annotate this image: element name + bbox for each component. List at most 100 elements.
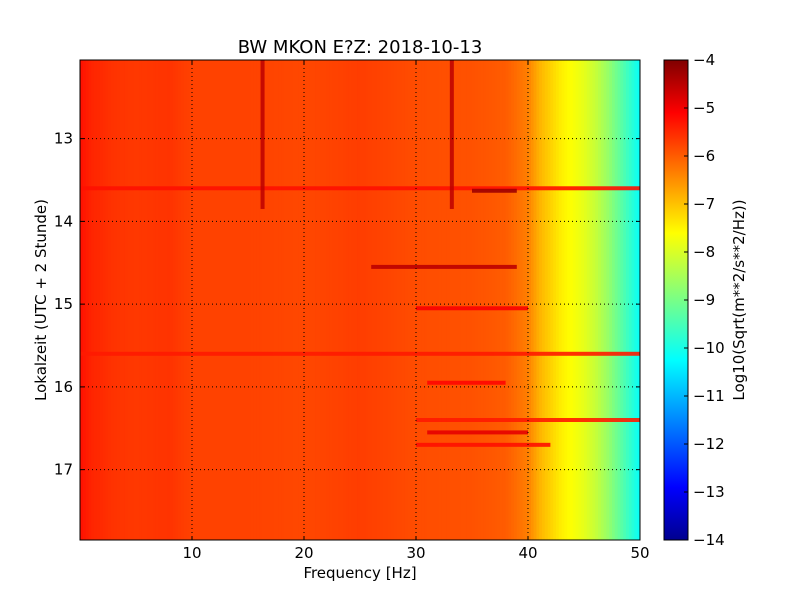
heatmap-column — [346, 60, 350, 540]
x-tick-label: 50 — [630, 544, 649, 562]
colorbar-tick-label: −14 — [693, 531, 725, 549]
colorbar-tick-label: −9 — [693, 291, 715, 309]
colorbar-tick-label: −13 — [693, 483, 725, 501]
heatmap-column — [466, 60, 470, 540]
heatmap-column — [460, 60, 465, 540]
spectral-line — [449, 60, 454, 209]
heatmap-column — [474, 60, 479, 540]
heatmap-column — [80, 60, 84, 540]
heatmap-column — [348, 60, 353, 540]
heatmap-column — [623, 60, 627, 540]
heatmap-column — [158, 60, 162, 540]
heatmap-column — [550, 60, 554, 540]
heatmap-column — [245, 60, 249, 540]
heatmap-column — [343, 60, 347, 540]
heatmap-column — [620, 60, 624, 540]
heatmap-column — [533, 60, 537, 540]
heatmap-column — [528, 60, 532, 540]
heatmap-column — [320, 60, 325, 540]
y-tick-label: 17 — [54, 461, 73, 479]
heatmap-column — [351, 60, 355, 540]
heatmap-column — [208, 60, 213, 540]
x-tick-label: 30 — [406, 544, 425, 562]
event-band — [427, 380, 506, 385]
heatmap-column — [371, 60, 375, 540]
heatmap-column — [82, 60, 87, 540]
x-axis-label: Frequency [Hz] — [303, 564, 416, 582]
event-band — [416, 442, 551, 447]
heatmap-column — [522, 60, 526, 540]
heatmap-column — [222, 60, 227, 540]
heatmap-column — [96, 60, 101, 540]
heatmap-column — [494, 60, 498, 540]
heatmap-column — [206, 60, 210, 540]
heatmap-column — [315, 60, 319, 540]
heatmap-column — [570, 60, 574, 540]
heatmap-column — [418, 60, 423, 540]
colorbar-tick-label: −12 — [693, 435, 725, 453]
heatmap-column — [267, 60, 271, 540]
heatmap-column — [598, 60, 602, 540]
heatmap-column — [544, 60, 549, 540]
heatmap-column — [329, 60, 333, 540]
heatmap-column — [220, 60, 224, 540]
heatmap-column — [248, 60, 252, 540]
heatmap-column — [309, 60, 313, 540]
heatmap-column — [186, 60, 190, 540]
heatmap-column — [444, 60, 448, 540]
heatmap-column — [94, 60, 98, 540]
heatmap-column — [183, 60, 187, 540]
heatmap-column — [491, 60, 495, 540]
heatmap-column — [200, 60, 204, 540]
heatmap-column — [592, 60, 596, 540]
event-band — [80, 351, 640, 356]
y-tick-label: 14 — [54, 212, 73, 230]
heatmap-column — [284, 60, 288, 540]
heatmap-column — [435, 60, 439, 540]
heatmap-column — [516, 60, 521, 540]
heatmap-column — [231, 60, 235, 540]
heatmap-column — [393, 60, 397, 540]
heatmap-column — [292, 60, 297, 540]
heatmap-column — [413, 60, 417, 540]
heatmap-column — [365, 60, 369, 540]
heatmap-column — [455, 60, 459, 540]
event-band — [371, 264, 517, 269]
heatmap-column — [547, 60, 551, 540]
heatmap-column — [144, 60, 148, 540]
heatmap-column — [250, 60, 255, 540]
heatmap-column — [306, 60, 311, 540]
heatmap-column — [556, 60, 560, 540]
heatmap-column — [334, 60, 339, 540]
heatmap-column — [483, 60, 487, 540]
heatmap-column — [500, 60, 504, 540]
heatmap-column — [99, 60, 103, 540]
heatmap-column — [262, 60, 266, 540]
plot-frame — [79, 59, 641, 541]
y-tick-label: 16 — [54, 378, 73, 396]
heatmap-column — [253, 60, 257, 540]
heatmap-column — [155, 60, 159, 540]
colorbar-tick-label: −8 — [693, 243, 715, 261]
heatmap-column — [318, 60, 322, 540]
heatmap-column — [427, 60, 431, 540]
heatmap-column — [136, 60, 140, 540]
heatmap-column — [469, 60, 473, 540]
heatmap-column — [399, 60, 403, 540]
heatmap-column — [276, 60, 280, 540]
heatmap-column — [508, 60, 512, 540]
event-band — [80, 186, 640, 191]
heatmap-column — [452, 60, 456, 540]
heatmap-column — [637, 60, 640, 540]
heatmap-column — [192, 60, 196, 540]
heatmap-column — [530, 60, 535, 540]
heatmap-column — [110, 60, 115, 540]
heatmap-column — [628, 60, 633, 540]
heatmap-column — [634, 60, 638, 540]
chart-title: BW MKON E?Z: 2018-10-13 — [238, 37, 483, 58]
heatmap-column — [379, 60, 383, 540]
heatmap-column — [553, 60, 557, 540]
x-tick-label: 40 — [518, 544, 537, 562]
heatmap-column — [407, 60, 411, 540]
